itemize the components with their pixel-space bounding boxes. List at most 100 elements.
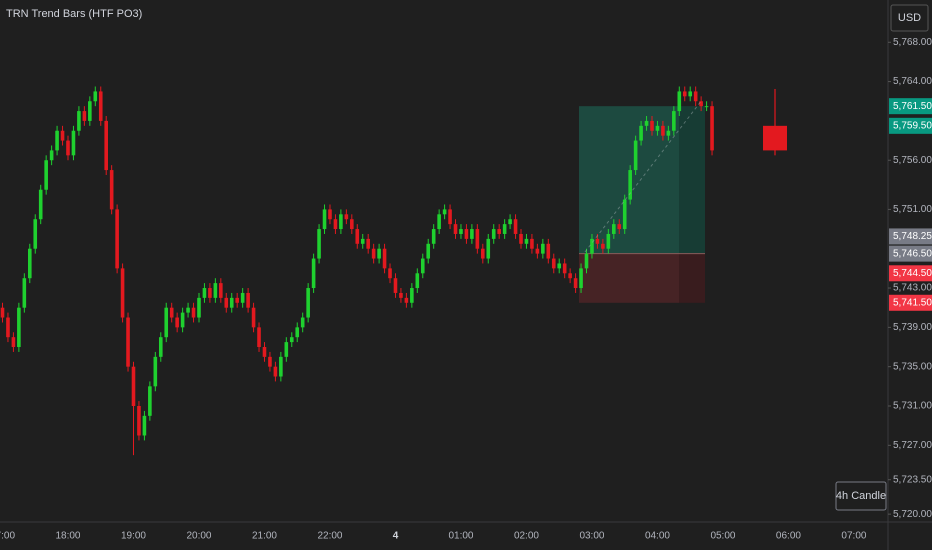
plot (0, 86, 787, 456)
price-tag (889, 245, 932, 262)
candle-body (202, 288, 207, 298)
x-tick-label: 4 (393, 531, 399, 542)
candle-body (120, 268, 125, 318)
candle-body (98, 91, 103, 121)
price-tag (889, 265, 932, 282)
candle-body (366, 238, 370, 249)
candle-body (0, 307, 5, 318)
x-tick-label: 22:00 (317, 531, 342, 542)
price-tag (889, 228, 932, 245)
candle-body (655, 125, 660, 131)
candle-body (633, 140, 638, 171)
timeframe-button[interactable] (835, 481, 887, 511)
x-tick-label: 06:00 (776, 531, 801, 542)
candle-body (535, 248, 540, 254)
candle-body (693, 91, 698, 102)
currency[interactable]: USD (898, 12, 921, 24)
candle-body (377, 248, 381, 259)
candle-body (109, 170, 114, 210)
candle-body (322, 209, 327, 230)
current-period-shade (679, 106, 705, 303)
candle-body (661, 125, 665, 136)
candle-body (153, 356, 158, 387)
candle-body (502, 224, 507, 234)
y-tick-label: 5,768.00 (893, 37, 932, 48)
candle-body (191, 307, 196, 318)
candle-body (415, 273, 420, 289)
candle-body (251, 307, 256, 328)
price-tag (889, 98, 932, 115)
candle-body (55, 130, 59, 151)
htf-body (763, 125, 787, 151)
candle-body (470, 229, 474, 239)
candle-body (284, 342, 289, 357)
candle-body (371, 248, 376, 259)
candle-body (617, 224, 622, 230)
x-tick-label: 21:00 (252, 531, 277, 542)
candle-body (27, 248, 32, 279)
candle-body (388, 268, 392, 279)
candle-body (104, 120, 109, 171)
candle-body (77, 111, 81, 131)
candle-body (328, 209, 332, 220)
price-tag-label: 5,746.50 (893, 248, 932, 259)
candle-body (279, 356, 283, 377)
candle-body (11, 337, 16, 348)
candle-body (317, 229, 321, 259)
candle-body (148, 386, 152, 416)
candle-body (131, 366, 136, 406)
candle-body (126, 317, 130, 367)
candle-body (464, 229, 469, 239)
candle-body (6, 317, 10, 338)
candle-body (682, 91, 687, 97)
candle-body (524, 238, 529, 244)
x-tick-label: 01:00 (448, 531, 473, 542)
candle-body (142, 415, 147, 436)
candle-body (486, 238, 491, 259)
candle-body (137, 406, 141, 436)
candle-body (481, 248, 485, 259)
candle-body (546, 243, 551, 259)
candle-body (71, 130, 76, 156)
timeframe-button-label[interactable]: 4h Candle (836, 490, 886, 502)
candle-body (410, 288, 414, 303)
candle-body (584, 253, 589, 269)
y-tick-label: 5,751.00 (893, 204, 932, 215)
candle-body (164, 307, 169, 338)
bear-range-box (579, 253, 705, 303)
candle-body (448, 209, 452, 225)
candle-body (66, 140, 70, 156)
candle-body (601, 243, 605, 249)
candle-body (44, 160, 48, 190)
candle-body (235, 297, 239, 303)
candle-body (208, 288, 212, 298)
candle-body (688, 91, 693, 97)
candle-body (33, 219, 38, 249)
candle-body (508, 219, 512, 225)
y-tick-label: 5,720.00 (893, 509, 932, 520)
y-tick-label: 5,739.00 (893, 322, 932, 333)
candle-body (666, 130, 671, 136)
candle-body (49, 150, 54, 161)
candle-body (551, 258, 556, 269)
price-tag-label: 5,748.25 (893, 231, 932, 242)
candle-body (115, 209, 119, 269)
x-tick-label: 02:00 (514, 531, 539, 542)
candle-body (459, 229, 463, 234)
candle-body (175, 317, 179, 328)
candle-body (590, 238, 594, 254)
candle-body (300, 317, 305, 328)
x-tick-label: 05:00 (710, 531, 735, 542)
candle-body (268, 356, 272, 367)
price-tag-label: 5,744.50 (893, 268, 932, 279)
candle-body (606, 233, 611, 249)
candle-body (393, 278, 398, 293)
currency-box[interactable] (890, 4, 929, 32)
candle-body (431, 229, 436, 244)
candle-body (213, 283, 218, 298)
candle-body (180, 312, 185, 328)
indicator-title: TRN Trend Bars (HTF PO3) (6, 8, 142, 20)
candle-body (491, 229, 496, 239)
candle-body (60, 130, 65, 141)
candle-body (562, 263, 567, 274)
